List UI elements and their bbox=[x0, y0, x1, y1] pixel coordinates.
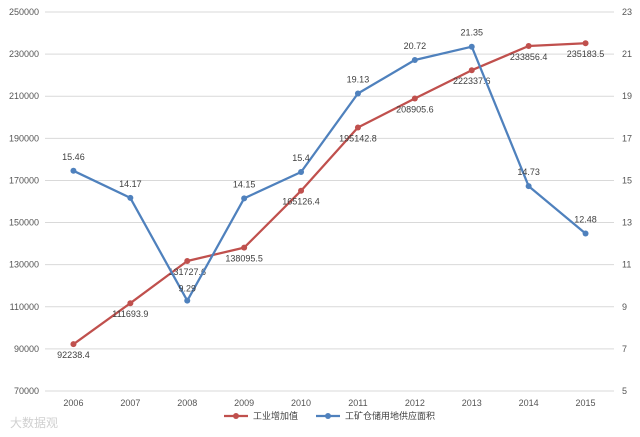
data-point bbox=[411, 57, 418, 64]
x-tick-label: 2008 bbox=[177, 398, 197, 408]
series-line bbox=[73, 45, 587, 302]
y-left-tick-label: 70000 bbox=[14, 386, 39, 396]
x-tick-label: 2015 bbox=[576, 398, 596, 408]
data-point bbox=[468, 67, 475, 74]
y-left-tick-label: 250000 bbox=[9, 7, 39, 17]
y-right-tick-label: 7 bbox=[622, 344, 627, 354]
data-label: 138095.5 bbox=[225, 254, 263, 264]
data-label: 222337.6 bbox=[453, 76, 491, 86]
x-tick-label: 2006 bbox=[63, 398, 83, 408]
x-tick-label: 2010 bbox=[291, 398, 311, 408]
data-label: 111693.9 bbox=[112, 309, 148, 319]
data-label: 208905.6 bbox=[396, 105, 434, 115]
data-point bbox=[354, 124, 361, 131]
data-point bbox=[241, 195, 248, 202]
data-label: 195142.8 bbox=[339, 134, 377, 144]
data-point bbox=[582, 230, 589, 237]
y-left-tick-label: 210000 bbox=[9, 91, 39, 101]
data-point bbox=[70, 341, 77, 348]
legend-label: 工业增加值 bbox=[253, 410, 298, 421]
y-left-tick-label: 170000 bbox=[9, 175, 39, 185]
x-tick-label: 2013 bbox=[462, 398, 482, 408]
y-right-tick-label: 19 bbox=[622, 91, 632, 101]
x-tick-label: 2012 bbox=[405, 398, 425, 408]
y-left-tick-label: 230000 bbox=[9, 49, 39, 59]
data-label: 15.4 bbox=[292, 153, 310, 163]
data-point bbox=[468, 43, 475, 50]
data-point bbox=[127, 300, 134, 307]
series-layer: 92238.4 111693.9 131727.6 138095.5 165126.4 1… bbox=[57, 28, 604, 360]
y-right-tick-label: 23 bbox=[622, 7, 632, 17]
data-label: 92238.4 bbox=[57, 350, 90, 360]
data-point bbox=[525, 42, 532, 49]
data-label: 15.46 bbox=[62, 152, 85, 162]
y-right-tick-label: 9 bbox=[622, 302, 627, 312]
x-tick-label: 2014 bbox=[519, 398, 539, 408]
data-label: 21.35 bbox=[460, 28, 483, 38]
data-label: 12.48 bbox=[574, 215, 597, 225]
x-tick-label: 2009 bbox=[234, 398, 254, 408]
legend-marker bbox=[325, 413, 331, 419]
data-label: 235183.5 bbox=[567, 49, 605, 59]
x-tick-label: 2007 bbox=[120, 398, 140, 408]
data-label: 19.13 bbox=[347, 74, 370, 84]
y-right-tick-label: 17 bbox=[622, 133, 632, 143]
y-right-tick-label: 15 bbox=[622, 175, 632, 185]
y-right-tick-label: 21 bbox=[622, 49, 632, 59]
data-label: 233856.4 bbox=[510, 52, 548, 62]
data-point bbox=[70, 167, 77, 174]
data-point bbox=[184, 258, 191, 265]
x-axis: 2006 2007 2008 2009 2010 2011 2012 2013 2014 2015 bbox=[63, 398, 595, 408]
data-point bbox=[184, 297, 191, 304]
data-point bbox=[582, 40, 589, 47]
data-point bbox=[241, 244, 248, 251]
legend-label: 工矿仓储用地供应面积 bbox=[345, 410, 435, 421]
data-label: 14.73 bbox=[517, 167, 540, 177]
y-axis-left: 70000 90000 110000 130000 150000 170000 190000… bbox=[9, 7, 39, 396]
data-label: 20.72 bbox=[404, 41, 427, 51]
data-point bbox=[298, 187, 305, 194]
data-label: 131727.6 bbox=[168, 267, 206, 277]
data-point bbox=[525, 183, 532, 190]
x-tick-label: 2011 bbox=[348, 398, 367, 408]
data-label: 9.29 bbox=[178, 284, 196, 294]
y-left-tick-label: 130000 bbox=[9, 260, 39, 270]
series-line bbox=[72, 42, 586, 346]
y-right-tick-label: 13 bbox=[622, 218, 632, 228]
data-label: 165126.4 bbox=[282, 197, 320, 207]
data-label: 14.17 bbox=[119, 179, 142, 189]
y-left-tick-label: 110000 bbox=[10, 302, 39, 312]
y-left-tick-label: 150000 bbox=[9, 218, 39, 228]
gridlines bbox=[45, 11, 614, 392]
y-right-tick-label: 5 bbox=[622, 386, 627, 396]
data-point bbox=[298, 169, 305, 176]
y-left-tick-label: 190000 bbox=[9, 133, 39, 143]
data-label: 14.15 bbox=[233, 179, 256, 189]
y-right-tick-label: 11 bbox=[622, 260, 631, 270]
data-point bbox=[354, 90, 361, 97]
y-left-tick-label: 90000 bbox=[14, 344, 39, 354]
y-axis-right: 5 7 9 11 13 15 17 19 21 23 bbox=[622, 7, 632, 396]
legend-marker bbox=[233, 413, 239, 419]
watermark: 大数据观 bbox=[10, 415, 58, 430]
data-point bbox=[411, 95, 418, 102]
data-point bbox=[127, 194, 134, 201]
legend: 工业增加值 工矿仓储用地供应面积 bbox=[224, 410, 435, 421]
